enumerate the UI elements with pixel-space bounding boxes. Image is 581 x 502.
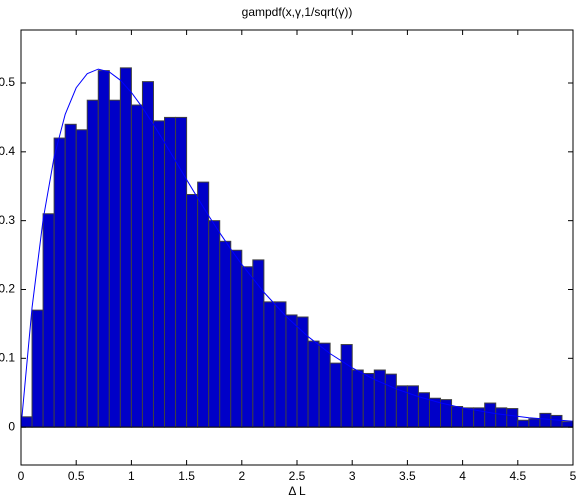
x-tick-label: 0.5 xyxy=(68,469,85,483)
x-tick-label: 1 xyxy=(128,469,135,483)
x-tick-label: 0 xyxy=(18,469,25,483)
x-axis-label: Δ L xyxy=(288,484,306,498)
x-tick-label: 4.5 xyxy=(509,469,526,483)
histogram-bar xyxy=(86,99,99,428)
histogram-bar xyxy=(528,418,541,428)
x-tick-label: 4 xyxy=(459,469,466,483)
x-tick-label: 3.5 xyxy=(399,469,416,483)
y-tick-label: 0.4 xyxy=(0,144,15,158)
histogram-bar xyxy=(208,220,221,428)
histogram-bar xyxy=(241,266,254,428)
histogram-bar xyxy=(285,314,298,428)
histogram-bar xyxy=(97,70,110,428)
histogram-bar xyxy=(152,120,166,428)
x-tick-label: 5 xyxy=(570,469,577,483)
histogram-bar xyxy=(318,342,331,428)
histogram-bar xyxy=(219,240,232,428)
histogram-bar xyxy=(31,309,44,428)
x-tick-label: 1.5 xyxy=(178,469,195,483)
histogram-bar xyxy=(20,416,33,428)
histogram-bar xyxy=(42,213,55,428)
histogram-bar xyxy=(517,419,530,428)
histogram-bar xyxy=(75,129,88,428)
y-tick-label: 0.3 xyxy=(0,213,15,227)
histogram-bar xyxy=(230,249,243,428)
histogram-bar xyxy=(373,369,386,428)
fit-line xyxy=(20,68,574,428)
chart-title: gampdf(x,γ,1/sqrt(γ)) xyxy=(242,5,353,19)
histogram-bar xyxy=(362,372,375,428)
histogram-bar xyxy=(451,405,464,428)
histogram-bar xyxy=(108,99,121,428)
x-tick-label: 2 xyxy=(238,469,245,483)
histogram-bar xyxy=(119,67,132,428)
histogram-bar xyxy=(406,385,419,428)
y-tick-label: 0 xyxy=(8,419,15,433)
histogram-bar xyxy=(384,373,397,428)
histogram-bar xyxy=(340,344,353,428)
histogram-bar xyxy=(263,301,276,428)
histogram-bar xyxy=(197,181,210,428)
histogram-bar xyxy=(130,104,143,428)
y-tick-label: 0.1 xyxy=(0,350,15,364)
histogram-bar xyxy=(307,340,320,428)
y-tick-label: 0.5 xyxy=(0,75,15,89)
x-tick-label: 2.5 xyxy=(289,469,306,483)
y-tick-label: 0.2 xyxy=(0,282,15,296)
histogram-bar xyxy=(296,316,309,428)
histogram-bar xyxy=(484,402,497,428)
histogram-bar xyxy=(561,421,574,428)
histogram-bar xyxy=(329,362,342,428)
histogram-bar xyxy=(64,123,77,428)
x-tick-label: 3 xyxy=(349,469,356,483)
histogram-bar xyxy=(539,412,552,428)
histogram-bar xyxy=(186,194,199,428)
histogram-bar xyxy=(53,137,66,428)
histogram-bar xyxy=(506,408,519,428)
histogram-bar xyxy=(550,414,563,428)
histogram-bar xyxy=(351,369,364,428)
histogram-bar xyxy=(141,81,154,428)
histogram-bar xyxy=(495,407,508,428)
histogram-bar xyxy=(274,301,287,428)
histogram-bar xyxy=(462,407,475,428)
histogram-bar xyxy=(164,116,177,428)
